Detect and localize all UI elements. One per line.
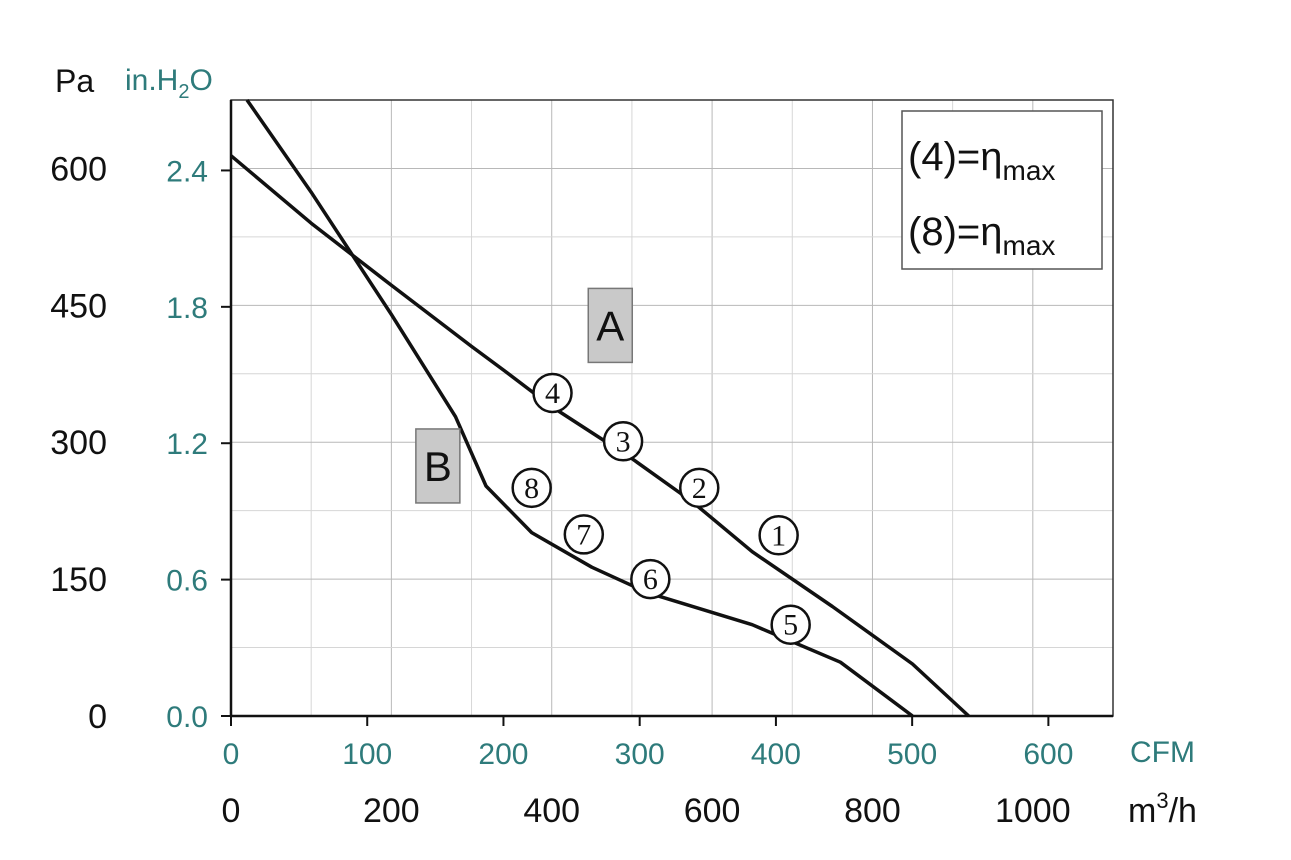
y-tick-label-inh2o: 0.0 xyxy=(166,701,208,734)
x-tick-label-cfm: 0 xyxy=(223,738,240,771)
legend-entry-2-sub: max xyxy=(1003,230,1056,261)
marker-number: 8 xyxy=(524,472,539,505)
curve-b xyxy=(245,98,914,718)
marker-number: 2 xyxy=(692,472,707,505)
legend: (4)=ηmax (8)=ηmax xyxy=(901,110,1103,270)
marker-8: 8 xyxy=(511,467,552,509)
marker-number: 7 xyxy=(576,518,591,551)
x-tick-label-m3h: 200 xyxy=(363,792,420,830)
y-tick-label-pa: 0 xyxy=(88,698,107,736)
x-tick-label-m3h: 1000 xyxy=(995,792,1071,830)
curve-label-text: B xyxy=(424,443,452,490)
operating-point-markers: 1 2 3 4 5 6 7 8 xyxy=(511,372,811,645)
y-unit-inh2o-prefix: in.H xyxy=(125,64,178,97)
marker-4: 4 xyxy=(532,372,573,414)
legend-entry-2-prefix: (8)=η xyxy=(908,210,1003,254)
marker-circle xyxy=(602,421,644,462)
marker-5: 5 xyxy=(770,604,811,645)
marker-number: 3 xyxy=(616,425,631,458)
marker-circle xyxy=(770,604,811,645)
x-tick-label-cfm: 600 xyxy=(1023,738,1073,771)
marker-circle xyxy=(630,558,671,600)
legend-entry-1: (4)=ηmax xyxy=(908,135,1055,186)
curves xyxy=(229,98,970,718)
curve-label-box xyxy=(415,428,461,504)
x-tick-label-cfm: 200 xyxy=(478,738,528,771)
axis-ticks xyxy=(221,169,1050,726)
marker-number: 5 xyxy=(783,609,798,642)
x-tick-label-cfm: 100 xyxy=(342,738,392,771)
x-tick-label-cfm: 300 xyxy=(615,738,665,771)
x-unit-m3h-prefix: m xyxy=(1128,792,1156,830)
marker-circle xyxy=(758,515,799,556)
marker-circle xyxy=(532,372,573,414)
marker-number: 4 xyxy=(545,377,560,410)
x-tick-label-m3h: 400 xyxy=(523,792,580,830)
marker-circle xyxy=(563,514,605,555)
legend-entry-1-prefix: (4)=η xyxy=(908,135,1003,179)
marker-circle xyxy=(679,467,720,509)
y-unit-inh2o-sub: 2 xyxy=(178,81,189,103)
marker-7: 7 xyxy=(563,514,605,555)
y-unit-inh2o: in.H2O xyxy=(125,64,213,103)
curve-label-box xyxy=(587,287,634,364)
y-tick-label-inh2o: 1.8 xyxy=(166,292,208,325)
x-tick-label-cfm: 400 xyxy=(751,738,801,771)
x-tick-label-m3h: 800 xyxy=(844,792,901,830)
y-tick-label-pa: 150 xyxy=(50,561,107,599)
y-tick-label-inh2o: 0.6 xyxy=(166,565,208,598)
marker-number: 6 xyxy=(643,563,658,596)
legend-entry-1-sub: max xyxy=(1003,155,1056,186)
curve-labels: AB xyxy=(415,287,634,504)
y-tick-label-inh2o: 2.4 xyxy=(166,155,208,188)
x-unit-m3h-suffix: /h xyxy=(1169,792,1197,830)
curve-a xyxy=(229,154,970,718)
x-unit-cfm: CFM xyxy=(1130,736,1195,769)
x-tick-label-m3h: 0 xyxy=(222,792,241,830)
y-tick-label-pa: 300 xyxy=(50,424,107,462)
legend-entry-2: (8)=ηmax xyxy=(908,210,1055,261)
x-tick-label-cfm: 500 xyxy=(887,738,937,771)
y-tick-label-inh2o: 1.2 xyxy=(166,428,208,461)
marker-6: 6 xyxy=(630,558,671,600)
x-unit-m3h-sup: 3 xyxy=(1156,788,1168,813)
marker-3: 3 xyxy=(602,421,644,462)
marker-circle xyxy=(511,467,552,509)
marker-1: 1 xyxy=(758,515,799,556)
legend-box xyxy=(901,110,1103,270)
curve-label-a: A xyxy=(587,287,634,364)
curve-label-text: A xyxy=(596,302,624,349)
marker-2: 2 xyxy=(679,467,720,509)
x-tick-label-m3h: 600 xyxy=(684,792,741,830)
x-unit-m3h: m3/h xyxy=(1128,788,1197,830)
marker-number: 1 xyxy=(771,519,786,552)
y-tick-label-pa: 600 xyxy=(50,150,107,188)
y-tick-label-pa: 450 xyxy=(50,287,107,325)
y-unit-inh2o-suffix: O xyxy=(189,64,212,97)
curve-label-b: B xyxy=(415,428,461,504)
y-unit-pa: Pa xyxy=(55,63,94,99)
grid-lines xyxy=(231,100,1113,716)
